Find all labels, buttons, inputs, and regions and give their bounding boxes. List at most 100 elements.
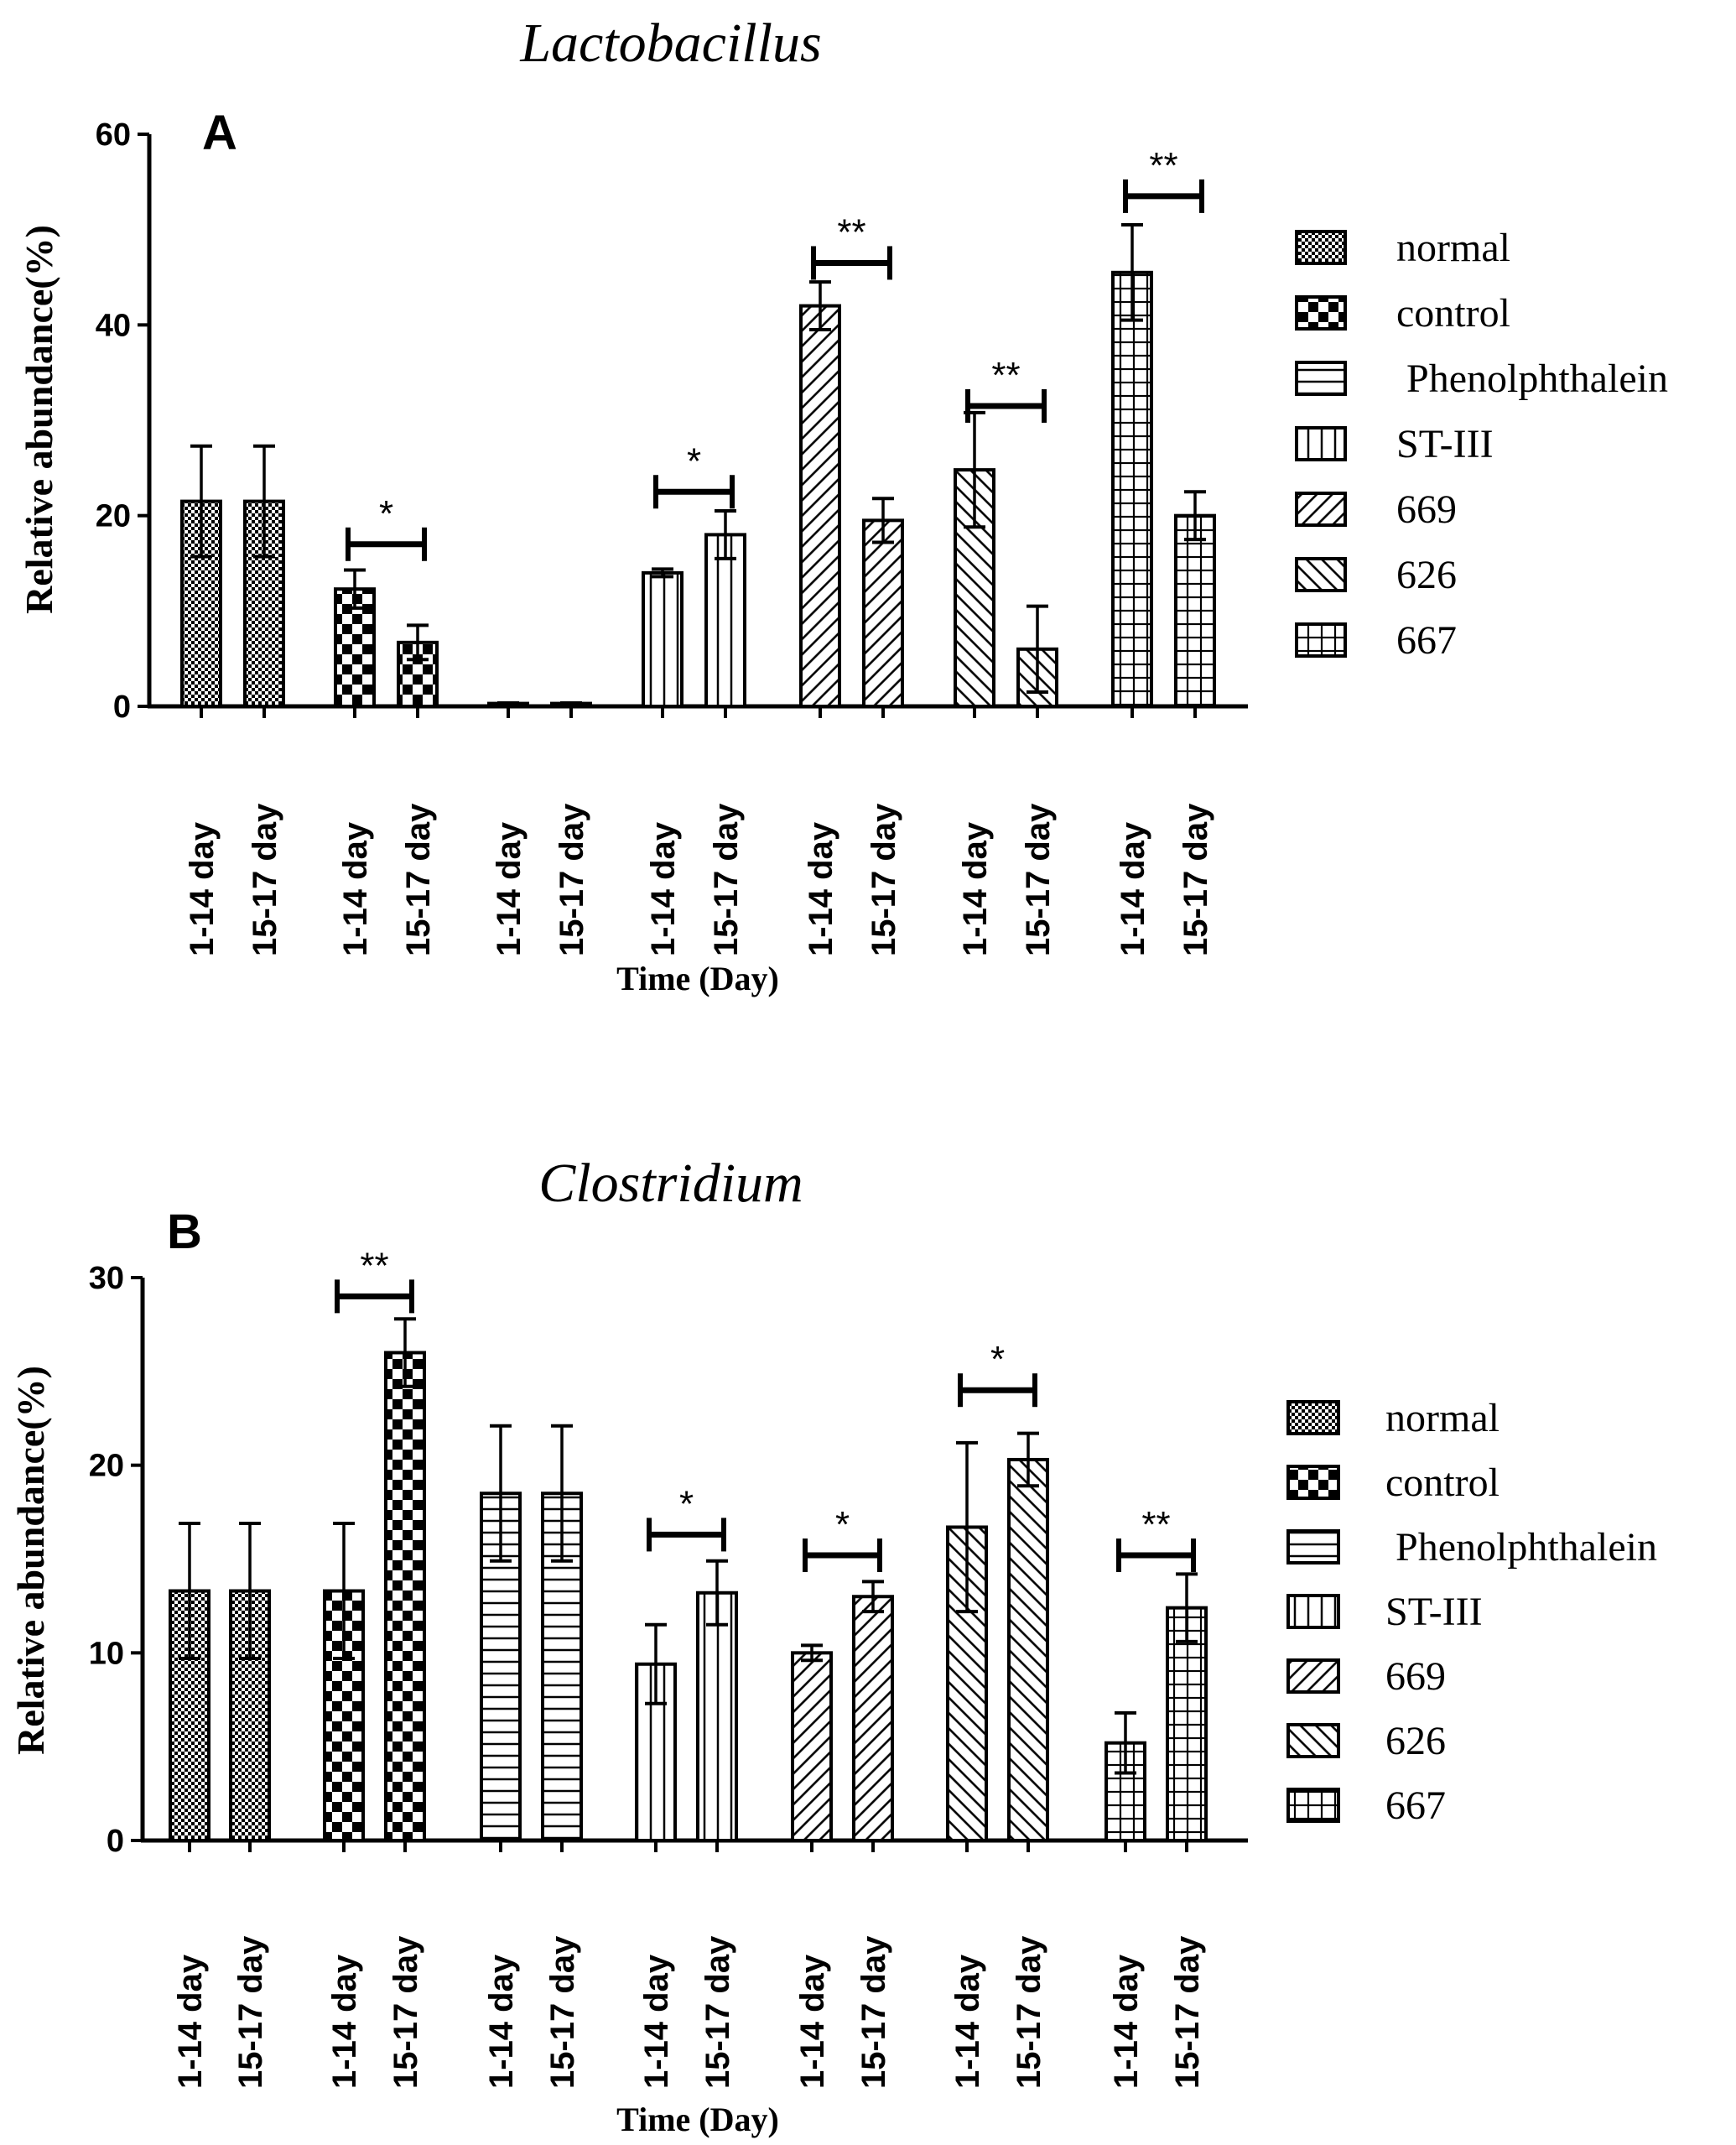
x-tick-label: 1-14 day <box>803 821 839 956</box>
x-tick-label: 15-17 day <box>1011 1935 1047 2089</box>
legend-label: 669 <box>1396 487 1457 532</box>
legend-label: 667 <box>1396 618 1457 663</box>
bar-ST-III-late <box>704 533 746 709</box>
x-tick-label: 1-14 day <box>172 1954 209 2089</box>
x-tick-label: 1-14 day <box>645 821 682 956</box>
significance-label: * <box>835 1504 850 1545</box>
y-axis-label: Relative abundance(%) <box>9 1366 52 1755</box>
significance-label: ** <box>360 1245 388 1286</box>
y-tick-label: 20 <box>96 499 131 534</box>
bar-Phenolphthalein-early <box>480 1492 522 1842</box>
panel-label: B <box>167 1205 202 1259</box>
legend-label: Phenolphthalein <box>1385 1525 1657 1570</box>
legend-swatch <box>1286 1723 1340 1758</box>
x-tick-label: 1-14 day <box>949 1954 986 2089</box>
panel-label: A <box>202 106 237 160</box>
legend-swatch <box>1295 557 1347 592</box>
legend-swatch <box>1286 1465 1340 1500</box>
legend-swatch <box>1286 1788 1340 1823</box>
y-tick-label: 0 <box>113 690 131 725</box>
legend-swatch <box>1286 1529 1340 1564</box>
legend-label: control <box>1385 1460 1500 1505</box>
bar-669-early <box>791 1651 833 1843</box>
legend: normal control Phenolphthalein ST-III 669 62… <box>1286 1396 1657 1828</box>
x-tick-label: 15-17 day <box>1177 803 1214 956</box>
legend-swatch <box>1295 426 1347 461</box>
x-tick-label: 1-14 day <box>1108 1954 1145 2089</box>
y-tick-label: 20 <box>89 1449 124 1484</box>
significance-bracket: * <box>958 1339 1037 1408</box>
x-tick-label: 15-17 day <box>708 803 745 956</box>
bar-ST-III-early <box>642 570 683 708</box>
significance-label: ** <box>1141 1504 1170 1545</box>
significance-bracket: ** <box>811 211 892 280</box>
legend: normal control Phenolphthalein ST-III 669 62… <box>1295 226 1668 663</box>
y-tick-label: 60 <box>96 117 131 153</box>
legend-swatch <box>1295 622 1347 658</box>
legend-label: ST-III <box>1385 1590 1483 1634</box>
significance-bracket: * <box>647 1483 726 1552</box>
x-tick-label: 15-17 day <box>554 803 590 956</box>
significance-label: ** <box>837 211 865 253</box>
x-axis-label: Time (Day) <box>616 960 779 997</box>
x-tick-label: 15-17 day <box>232 1935 269 2089</box>
legend-swatch <box>1295 361 1347 396</box>
significance-label: * <box>379 493 393 534</box>
significance-label: * <box>687 440 701 482</box>
bar-control-late <box>384 1351 426 1842</box>
legend-label: 667 <box>1385 1783 1446 1828</box>
chart-title: Clostridium <box>538 1153 803 1214</box>
x-tick-label: 1-14 day <box>184 821 221 956</box>
legend-label: Phenolphthalein <box>1396 357 1668 401</box>
x-tick-label: 15-17 day <box>247 803 283 956</box>
x-tick-label: 15-17 day <box>1020 803 1057 956</box>
bar-667-late <box>1174 513 1216 709</box>
legend-label: normal <box>1396 226 1510 270</box>
significance-label: ** <box>991 355 1020 396</box>
chart-title: Lactobacillus <box>519 13 821 74</box>
x-tick-label: 1-14 day <box>491 821 528 956</box>
chart-panel-A: Lactobacillus A 0 20 40 60 Relative abundance(… <box>18 13 1668 997</box>
legend-swatch <box>1295 230 1347 265</box>
significance-label: * <box>990 1339 1005 1380</box>
x-tick-label: 15-17 day <box>1169 1935 1206 2089</box>
bar-669-late <box>852 1595 894 1842</box>
significance-bracket: * <box>653 440 735 509</box>
bar-669-early <box>799 304 841 708</box>
legend-label: 669 <box>1385 1654 1446 1699</box>
legend-swatch <box>1286 1594 1340 1629</box>
significance-label: ** <box>1149 145 1177 186</box>
x-tick-label: 1-14 day <box>1115 821 1151 956</box>
legend-swatch <box>1286 1658 1340 1694</box>
x-tick-label: 1-14 day <box>337 821 374 956</box>
significance-bracket: ** <box>1123 145 1204 213</box>
y-tick-label: 40 <box>96 308 131 343</box>
significance-bracket: ** <box>1116 1504 1196 1573</box>
significance-bracket: ** <box>965 355 1047 423</box>
y-tick-label: 10 <box>89 1636 124 1671</box>
x-tick-label: 1-14 day <box>794 1954 831 2089</box>
significance-bracket: * <box>803 1504 882 1573</box>
x-tick-label: 1-14 day <box>638 1954 675 2089</box>
x-tick-label: 15-17 day <box>544 1935 581 2089</box>
x-tick-label: 15-17 day <box>865 803 902 956</box>
legend-label: 626 <box>1396 553 1457 597</box>
legend-label: ST-III <box>1396 422 1494 466</box>
bar-667-early <box>1111 270 1153 709</box>
significance-bracket: * <box>346 493 427 561</box>
x-axis-label: Time (Day) <box>616 2101 779 2138</box>
x-tick-label: 15-17 day <box>387 1935 424 2089</box>
legend-label: control <box>1396 291 1510 336</box>
chart-panel-B: Clostridium B 0 10 20 30 Relative abundance(%)… <box>9 1153 1657 2138</box>
x-tick-label: 1-14 day <box>326 1954 363 2089</box>
x-tick-label: 15-17 day <box>699 1935 736 2089</box>
significance-label: * <box>679 1483 694 1524</box>
legend-swatch <box>1295 295 1347 331</box>
bar-626-late <box>1007 1457 1049 1842</box>
legend-label: 626 <box>1385 1719 1446 1763</box>
legend-label: normal <box>1385 1396 1500 1440</box>
x-tick-label: 1-14 day <box>483 1954 520 2089</box>
legend-swatch <box>1295 492 1347 527</box>
legend-swatch <box>1286 1400 1340 1435</box>
